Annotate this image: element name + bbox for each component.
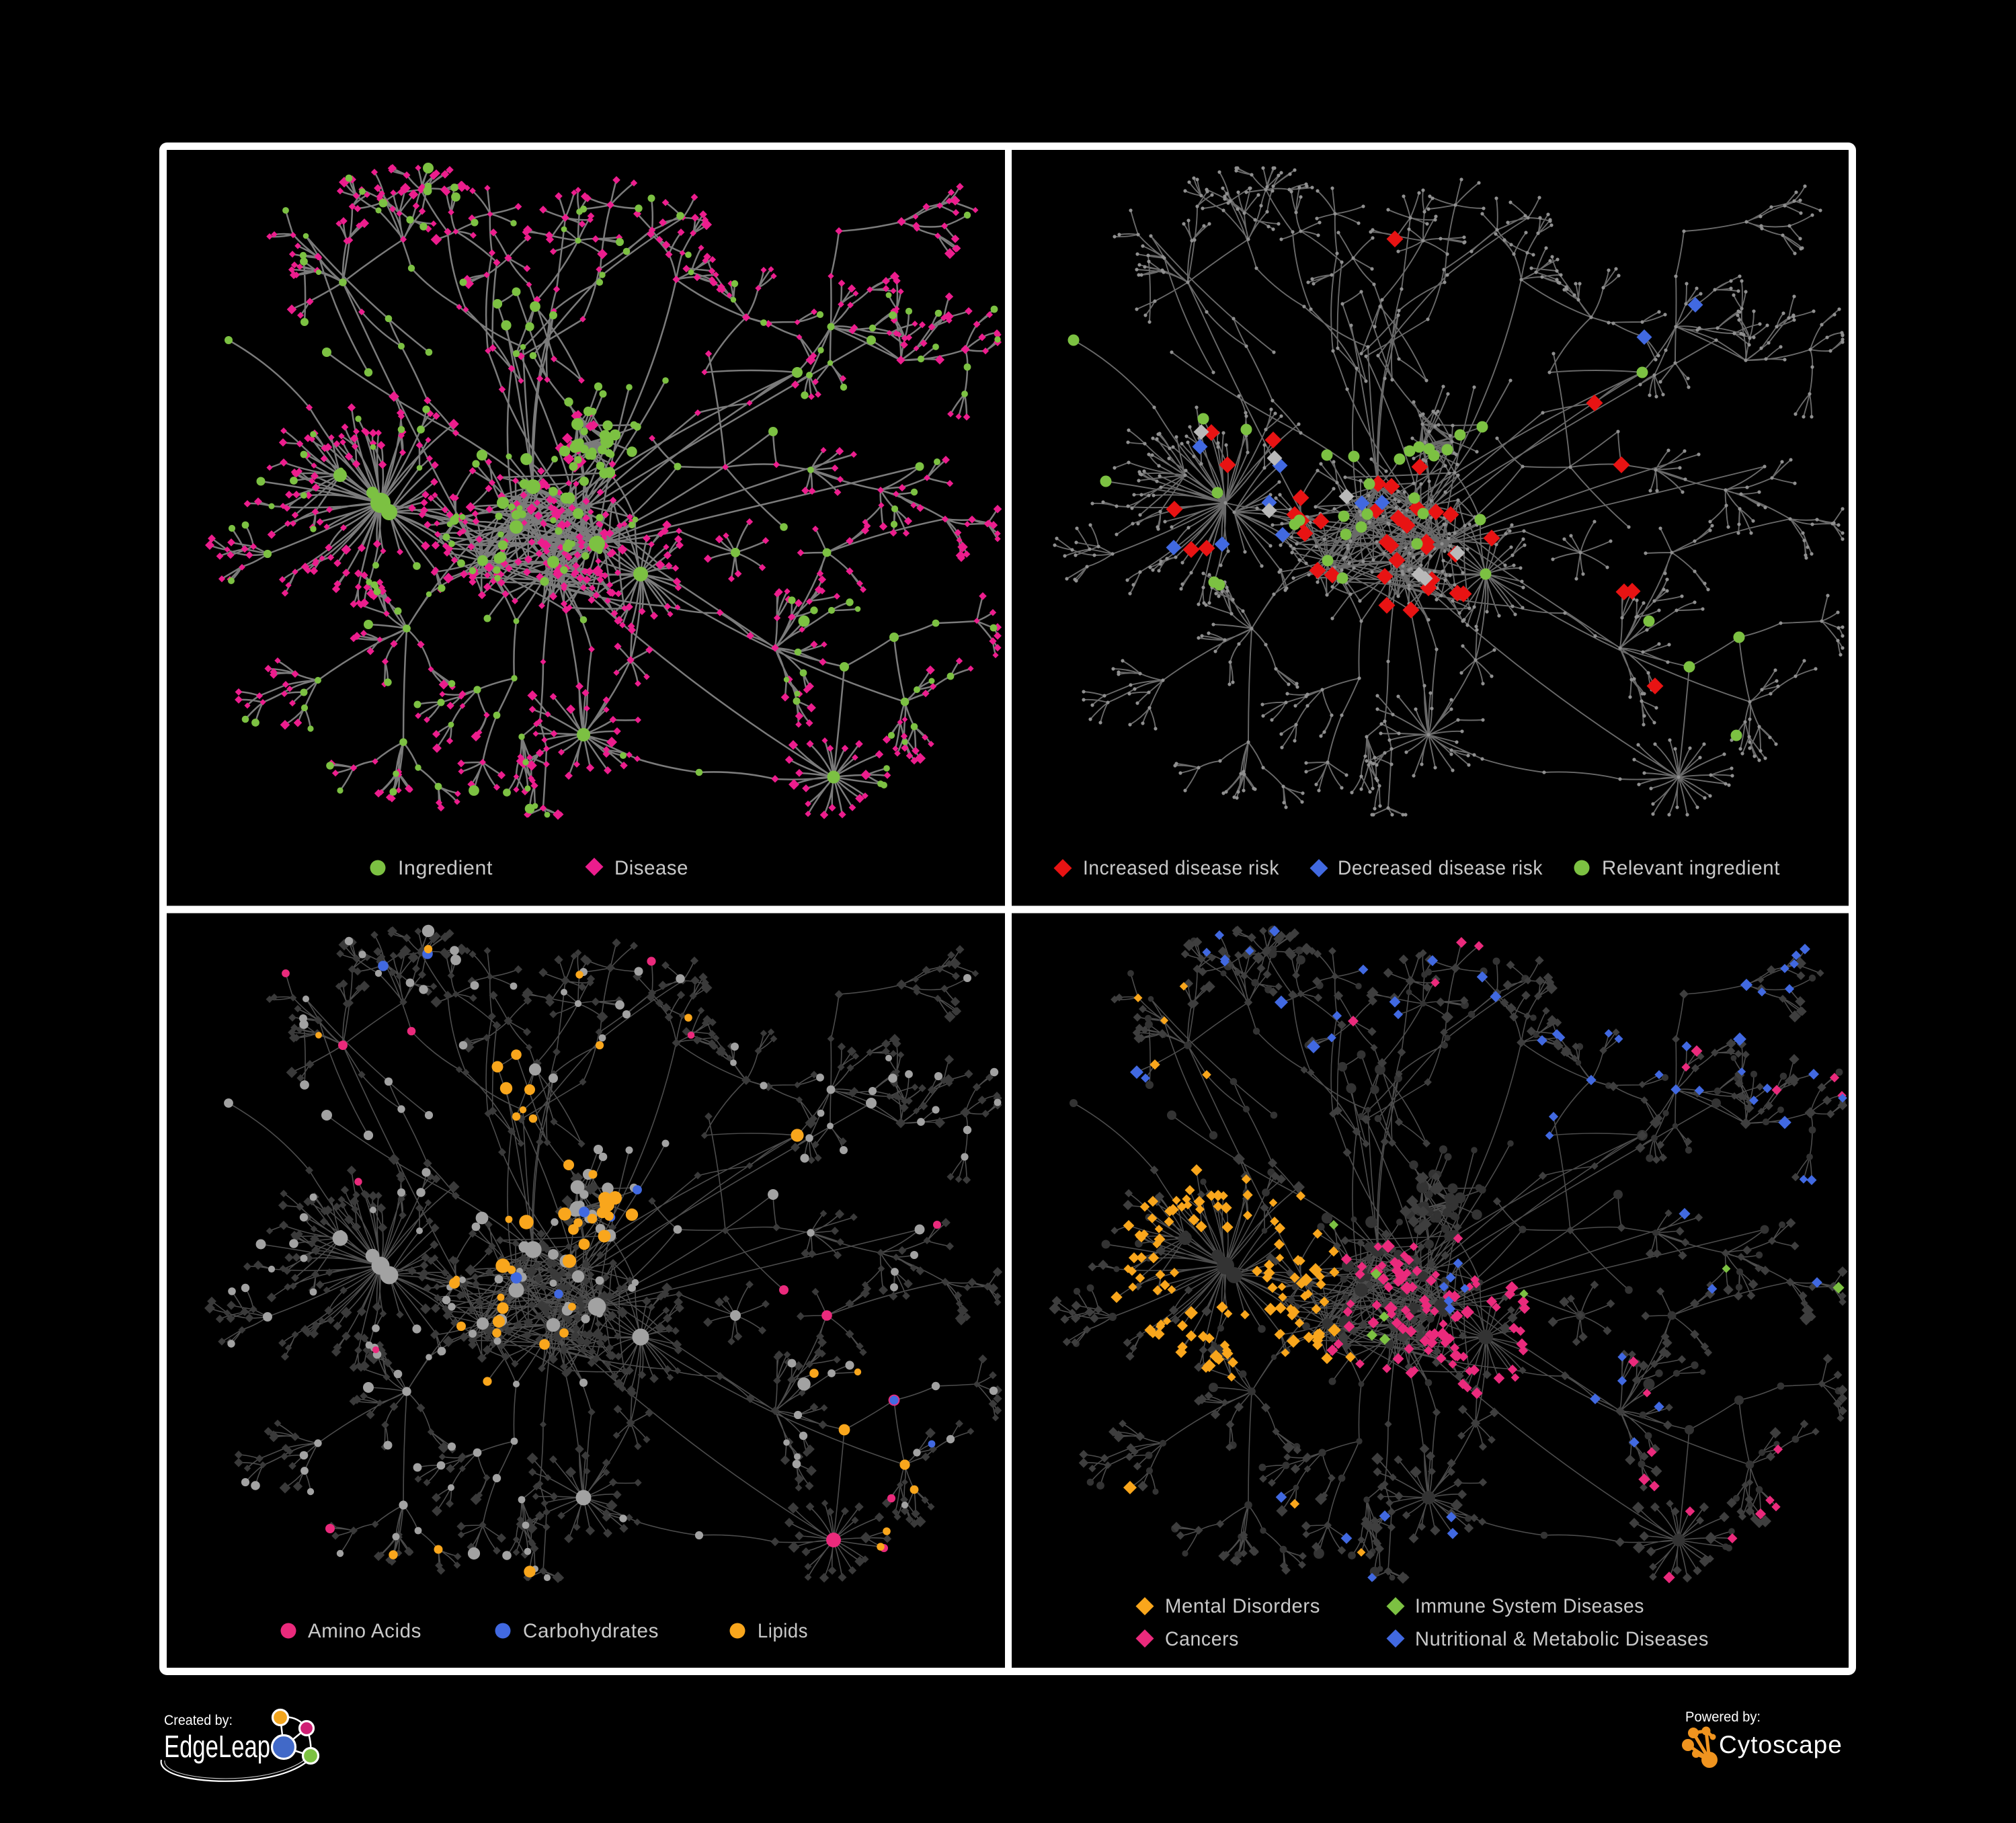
svg-text:Lipids: Lipids (758, 1620, 808, 1642)
svg-text:Carbohydrates: Carbohydrates (523, 1620, 659, 1642)
svg-text:Ingredient: Ingredient (398, 857, 493, 879)
svg-text:Relevant ingredient: Relevant ingredient (1602, 857, 1780, 879)
svg-text:Decreased disease risk: Decreased disease risk (1338, 857, 1543, 879)
svg-text:Amino Acids: Amino Acids (308, 1620, 421, 1642)
svg-text:Increased disease risk: Increased disease risk (1083, 857, 1279, 879)
svg-text:Created by:: Created by: (164, 1713, 233, 1728)
svg-text:Cancers: Cancers (1165, 1628, 1239, 1650)
svg-text:EdgeLeap: EdgeLeap (164, 1729, 270, 1764)
svg-text:Cytoscape: Cytoscape (1719, 1731, 1843, 1758)
svg-text:Mental Disorders: Mental Disorders (1165, 1595, 1320, 1617)
svg-text:Powered by:: Powered by: (1685, 1709, 1761, 1725)
svg-text:Immune System Diseases: Immune System Diseases (1415, 1595, 1644, 1617)
svg-text:Disease: Disease (614, 857, 688, 879)
svg-text:Nutritional & Metabolic Diseas: Nutritional & Metabolic Diseases (1415, 1628, 1709, 1650)
